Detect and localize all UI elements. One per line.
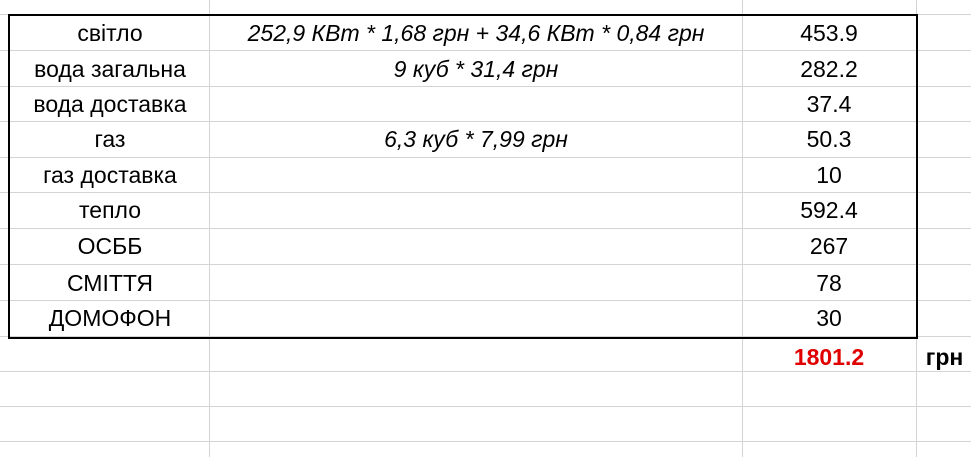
gridline [0, 336, 971, 337]
row-value-cell[interactable]: 267 [809, 233, 849, 259]
row-name-cell[interactable]: вода доставка [33, 91, 187, 117]
row-name-cell[interactable]: газ [94, 126, 126, 152]
row-value-cell[interactable]: 50.3 [806, 126, 852, 152]
gridline [0, 264, 971, 265]
row-value-cell[interactable]: 37.4 [806, 91, 852, 117]
gridline [0, 157, 971, 158]
gridline [0, 441, 971, 442]
row-value-cell[interactable]: 592.4 [800, 197, 858, 223]
gridline [0, 192, 971, 193]
row-name-cell[interactable]: ОСББ [77, 233, 143, 259]
gridline [0, 406, 971, 407]
row-value-cell[interactable]: 30 [816, 305, 842, 331]
row-formula-cell[interactable] [211, 301, 741, 336]
row-formula-cell[interactable] [211, 87, 741, 122]
gridline [0, 371, 971, 372]
row-name-cell[interactable]: ДОМОФОН [48, 305, 172, 331]
gridline [209, 0, 210, 457]
row-formula-cell[interactable] [211, 266, 741, 301]
gridline [0, 228, 971, 229]
row-formula-cell[interactable]: 9 куб * 31,4 грн [393, 56, 559, 82]
gridline [0, 300, 971, 301]
row-name-cell[interactable]: світло [77, 20, 143, 46]
row-name-cell[interactable]: газ доставка [43, 162, 177, 188]
row-formula-cell[interactable]: 252,9 КВт * 1,68 грн + 34,6 КВт * 0,84 г… [247, 20, 705, 46]
total-value-cell[interactable]: 1801.2 [793, 344, 865, 370]
row-formula-cell[interactable] [211, 158, 741, 193]
total-unit-cell[interactable]: грн [925, 344, 964, 370]
formula-merge-bg [211, 16, 741, 49]
table-border [8, 14, 918, 339]
row-value-cell[interactable]: 453.9 [800, 20, 858, 46]
gridline [742, 0, 743, 457]
row-value-cell[interactable]: 282.2 [800, 56, 858, 82]
gridline [0, 121, 971, 122]
row-formula-cell[interactable] [211, 193, 741, 228]
row-value-cell[interactable]: 10 [816, 162, 842, 188]
row-formula-cell[interactable]: 6,3 куб * 7,99 грн [384, 126, 568, 152]
gridline [0, 86, 971, 87]
row-name-cell[interactable]: СМІТТЯ [66, 270, 154, 296]
row-formula-cell[interactable] [211, 229, 741, 264]
row-name-cell[interactable]: вода загальна [34, 56, 186, 82]
row-name-cell[interactable]: тепло [79, 197, 141, 223]
gridline [0, 50, 971, 51]
row-value-cell[interactable]: 78 [816, 270, 842, 296]
